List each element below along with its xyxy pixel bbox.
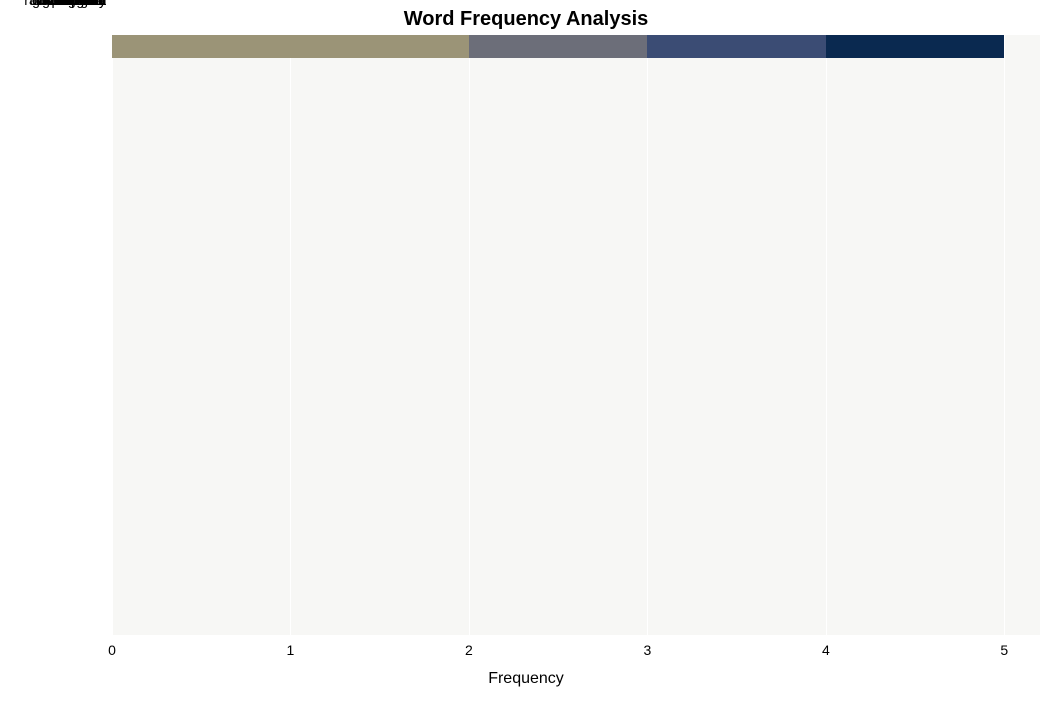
x-tick-label: 4 — [822, 642, 830, 658]
grid-line — [469, 35, 470, 635]
x-tick-label: 0 — [108, 642, 116, 658]
grid-line — [1004, 35, 1005, 635]
x-axis-label: Frequency — [0, 670, 1052, 688]
x-tick-label: 5 — [1000, 642, 1008, 658]
word-frequency-chart: Word Frequency Analysis Frequency austra… — [0, 0, 1052, 701]
x-tick-label: 3 — [643, 642, 651, 658]
grid-line — [647, 35, 648, 635]
grid-line — [112, 35, 113, 635]
x-tick-label: 1 — [287, 642, 295, 658]
grid-line — [826, 35, 827, 635]
chart-title: Word Frequency Analysis — [0, 8, 1052, 31]
plot-area — [112, 35, 1040, 635]
bar — [112, 35, 469, 58]
grid-line — [290, 35, 291, 635]
x-tick-label: 2 — [465, 642, 473, 658]
y-tick-label: organization — [30, 0, 106, 8]
